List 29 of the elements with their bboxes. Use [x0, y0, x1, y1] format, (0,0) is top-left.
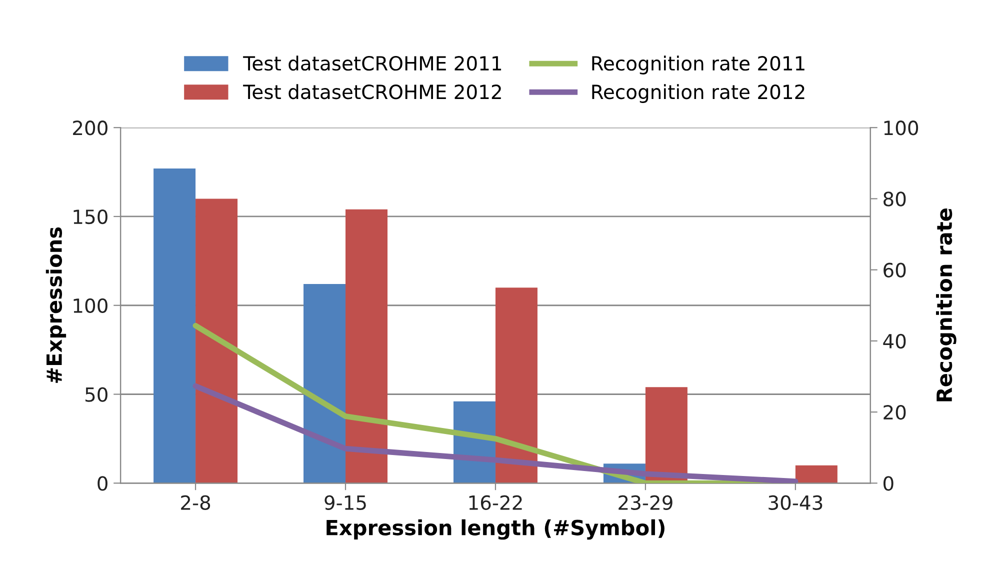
x-tick-label: 2-8 — [181, 495, 210, 510]
bar — [154, 168, 196, 484]
y-axis-title: #Expressions — [46, 227, 66, 383]
y2-tick-label: 40 — [883, 334, 906, 349]
x-tick-label: 23-29 — [618, 495, 672, 510]
y2-axis-title: Recognition rate — [936, 208, 956, 402]
y2-tick-label: 0 — [884, 476, 894, 491]
y2-tick-label: 60 — [884, 262, 906, 278]
bar — [196, 198, 238, 484]
bar — [495, 288, 538, 484]
legend-label: Test datasetCROHME 2011 — [243, 56, 502, 71]
y-tick-label: 200 — [73, 120, 108, 136]
legend-label: Recognition rate 2012 — [592, 84, 804, 103]
bar — [795, 465, 838, 484]
x-tick-label: 30-43 — [768, 495, 822, 510]
y-tick-label: 50 — [85, 387, 108, 402]
y-tick-label: 100 — [74, 298, 108, 314]
x-tick-label: 16-22 — [469, 495, 522, 510]
y2-tick-label: 100 — [884, 120, 918, 136]
x-axis-title: Expression length (#Symbol) — [326, 519, 664, 540]
y-tick-label: 0 — [98, 476, 108, 491]
bar — [304, 284, 346, 484]
legend-label: Recognition rate 2011 — [592, 56, 804, 74]
x-tick-label: 9-15 — [324, 495, 366, 510]
legend-label: Test datasetCROHME 2012 — [243, 84, 501, 100]
y2-tick-label: 20 — [884, 404, 906, 420]
y2-tick-label: 80 — [884, 192, 906, 206]
y-tick-label: 150 — [74, 209, 108, 224]
bar — [346, 209, 388, 484]
